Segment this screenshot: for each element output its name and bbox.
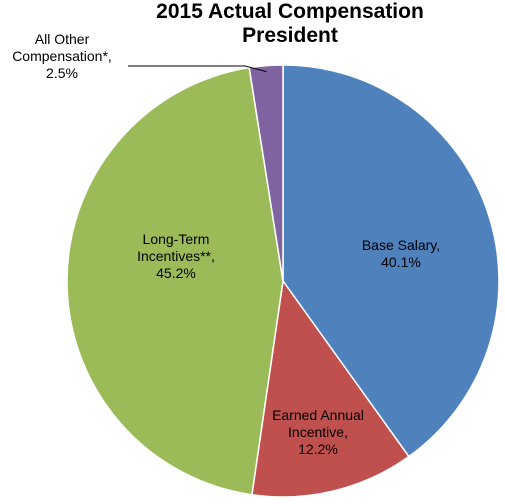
slice-label-3-line-2: Incentives**, [137,248,215,264]
slice-label-4: All Other Compensation*, 2.5% [12,31,112,81]
slice-label-3-line-3: 45.2% [156,265,196,281]
slice-label-2-line-3: 12.2% [298,441,338,457]
slice-label-1-line-2: 40.1% [381,254,421,270]
slice-label-2-line-2: Incentive, [288,424,348,440]
slice-label-4-line-2: Compensation*, [12,48,112,64]
leader-line-all-other-compensation [128,65,267,73]
chart-title: 2015 Actual Compensation President [0,0,505,48]
pie-slice-4 [248,64,284,282]
pie-slice-3 [66,66,284,496]
slice-label-4-line-3: 2.5% [46,65,78,81]
pie-slice-2 [251,279,410,498]
slice-label-4-line-1: All Other [35,31,90,47]
slice-label-2-line-1: Earned Annual [272,407,364,423]
chart-title-line-2: President [242,24,338,47]
slice-label-1: Base Salary, 40.1% [362,237,440,270]
pie-slice-1 [282,64,500,458]
slice-label-3: Long-Term Incentives**, 45.2% [137,231,215,281]
slice-label-2: Earned Annual Incentive, 12.2% [272,407,364,457]
slice-label-3-line-1: Long-Term [143,231,210,247]
slice-label-1-line-1: Base Salary, [362,237,440,253]
chart-title-line-1: 2015 Actual Compensation [156,0,424,23]
